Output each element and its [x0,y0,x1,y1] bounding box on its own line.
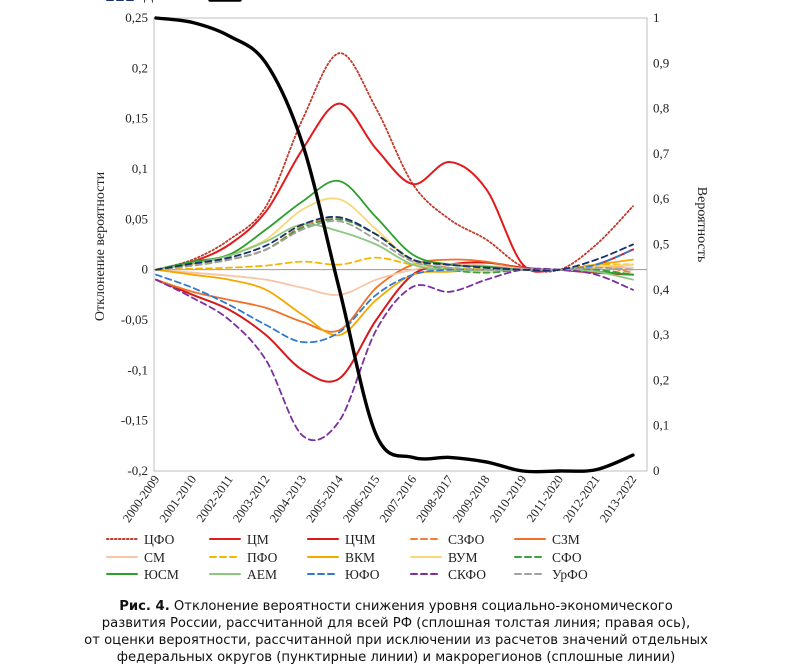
y-axis-title-left: Отклонение вероятности [93,171,108,321]
legend-label-ЦМ: ЦМ [247,532,269,547]
x-tick-label: 2013-2022 [597,473,640,525]
y-tick-label-right: 0,8 [653,101,669,116]
y-tick-label-left: -0,1 [127,362,148,377]
caption-line-4: федеральных округов (пунктирные линии) и… [116,650,676,665]
caption-line-1: Отклонение вероятности снижения уровня с… [169,599,673,614]
series-line-РФ [154,16,635,474]
legend-label-СЗМ: СЗМ [552,532,580,547]
y-tick-label-left: 0,25 [125,10,148,25]
legend-label-ЦЧМ: ЦЧМ [345,532,376,547]
y-tick-label-right: 0,2 [653,372,669,387]
figure-caption: Рис. 4. Отклонение вероятности снижения … [40,598,752,666]
y-tick-label-left: 0 [142,262,149,277]
y-tick-label-right: 0,4 [653,282,670,297]
y-tick-label-right: 0,5 [653,237,669,252]
series-line-ВКМ [155,258,634,337]
legend-label-ВУМ: ВУМ [448,550,477,565]
series-line-ДФО [155,216,634,272]
caption-line-3: от оценки вероятности, рассчитанной при … [84,633,708,648]
series-line-ЦМ [155,102,634,276]
y-tick-label-left: 0,2 [132,60,148,75]
y-tick-label-right: 0 [653,463,660,478]
y-tick-label-right: 0,9 [653,55,669,70]
legend-label-ДФО: ДФО [144,0,174,3]
y-tick-label-left: -0,15 [121,413,148,428]
y-axis-title-right: Вероятность [694,187,709,262]
series-line-ЦФО [155,52,634,273]
y-tick-label-left: -0,2 [127,463,148,478]
legend-label-УрФО: УрФО [552,567,588,582]
legend-label-СФО: СФО [552,550,582,565]
legend-label-АЕМ: АЕМ [247,567,277,582]
series-line-СКФО [155,267,634,442]
legend-label-ПФО: ПФО [247,550,278,565]
legend-label-ЦФО: ЦФО [144,532,175,547]
legend-label-ВКМ: ВКМ [345,550,375,565]
legend-label-СЗФО: СЗФО [448,532,485,547]
y-tick-label-right: 0,3 [653,327,669,342]
legend-label-СМ: СМ [144,550,165,565]
y-tick-label-left: 0,1 [132,161,148,176]
y-tick-label-right: 1 [653,10,660,25]
caption-label: Рис. 4. [119,599,170,614]
legend-label-СКФО: СКФО [448,567,486,582]
plot-frame [153,17,648,472]
legend-label-ЮФО: ЮФО [345,567,380,582]
y-tick-label-right: 0,1 [653,418,669,433]
y-tick-label-left: 0,15 [125,111,148,126]
legend-label-РФ: РФ [247,0,265,3]
line-chart: -0,2 -0,15 -0,1 -0,05 0 0,05 0,1 0,15 0,2 0,25 0 0,… [93,0,709,582]
legend-label-ЮСМ: ЮСМ [144,567,179,582]
y-tick-label-left: -0,05 [121,312,148,327]
caption-line-2: развития России, рассчитанной для всей Р… [101,616,691,631]
y-tick-label-left: 0,05 [125,211,148,226]
y-tick-label-right: 0,6 [653,191,670,206]
y-tick-label-right: 0,7 [653,146,670,161]
